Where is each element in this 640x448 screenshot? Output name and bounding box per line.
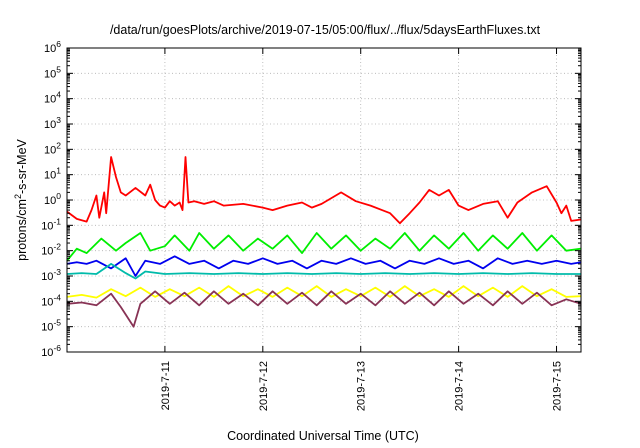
grid (67, 48, 581, 352)
x-tick-label: 2019-7-12 (258, 361, 270, 411)
y-tick-label: 10-3 (41, 267, 61, 283)
y-axis-label-main: protons/cm (15, 199, 29, 261)
plot-frame (66, 47, 582, 353)
series-line-1 (66, 156, 582, 225)
y-tick-label: 10-1 (41, 216, 61, 232)
y-tick-label: 10-5 (41, 318, 61, 334)
y-axis-label-rest: -s-sr-MeV (15, 138, 29, 194)
y-tick-label: 10-2 (41, 242, 61, 258)
y-axis: 10-6 10-5 10-4 10-3 10-2 10-1 100 101 102 103 104 1… (41, 39, 581, 359)
series-line-2 (66, 232, 582, 262)
series-line-4 (66, 263, 581, 280)
y-tick-label: 10-6 (41, 343, 61, 359)
y-tick-label: 10-4 (41, 292, 61, 308)
y-axis-label: protons/cm2-s-sr-MeV (13, 138, 29, 260)
x-axis-label: Coordinated Universal Time (UTC) (227, 429, 419, 443)
y-tick-label: 106 (44, 39, 61, 55)
y-tick-label: 101 (44, 166, 61, 182)
x-tick-label: 2019-7-13 (356, 361, 368, 411)
x-axis: 2019-7-11 2019-7-12 2019-7-13 2019-7-14 2019… (160, 48, 564, 411)
y-tick-label: 100 (44, 191, 61, 207)
x-tick-label: 2019-7-14 (454, 361, 466, 411)
chart-title: /data/run/goesPlots/archive/2019-07-15/0… (110, 23, 541, 37)
y-tick-label: 102 (44, 140, 61, 156)
series-line-6 (66, 290, 582, 328)
y-tick-label: 103 (44, 115, 61, 131)
series-line-5 (66, 285, 582, 299)
series-line-3 (66, 255, 582, 277)
series-layer (66, 156, 582, 328)
y-tick-label: 104 (44, 90, 61, 106)
x-tick-label: 2019-7-11 (160, 361, 172, 410)
y-tick-label: 105 (44, 64, 61, 80)
x-tick-label: 2019-7-15 (552, 361, 564, 411)
y-axis-label-sup: 2 (13, 194, 23, 199)
